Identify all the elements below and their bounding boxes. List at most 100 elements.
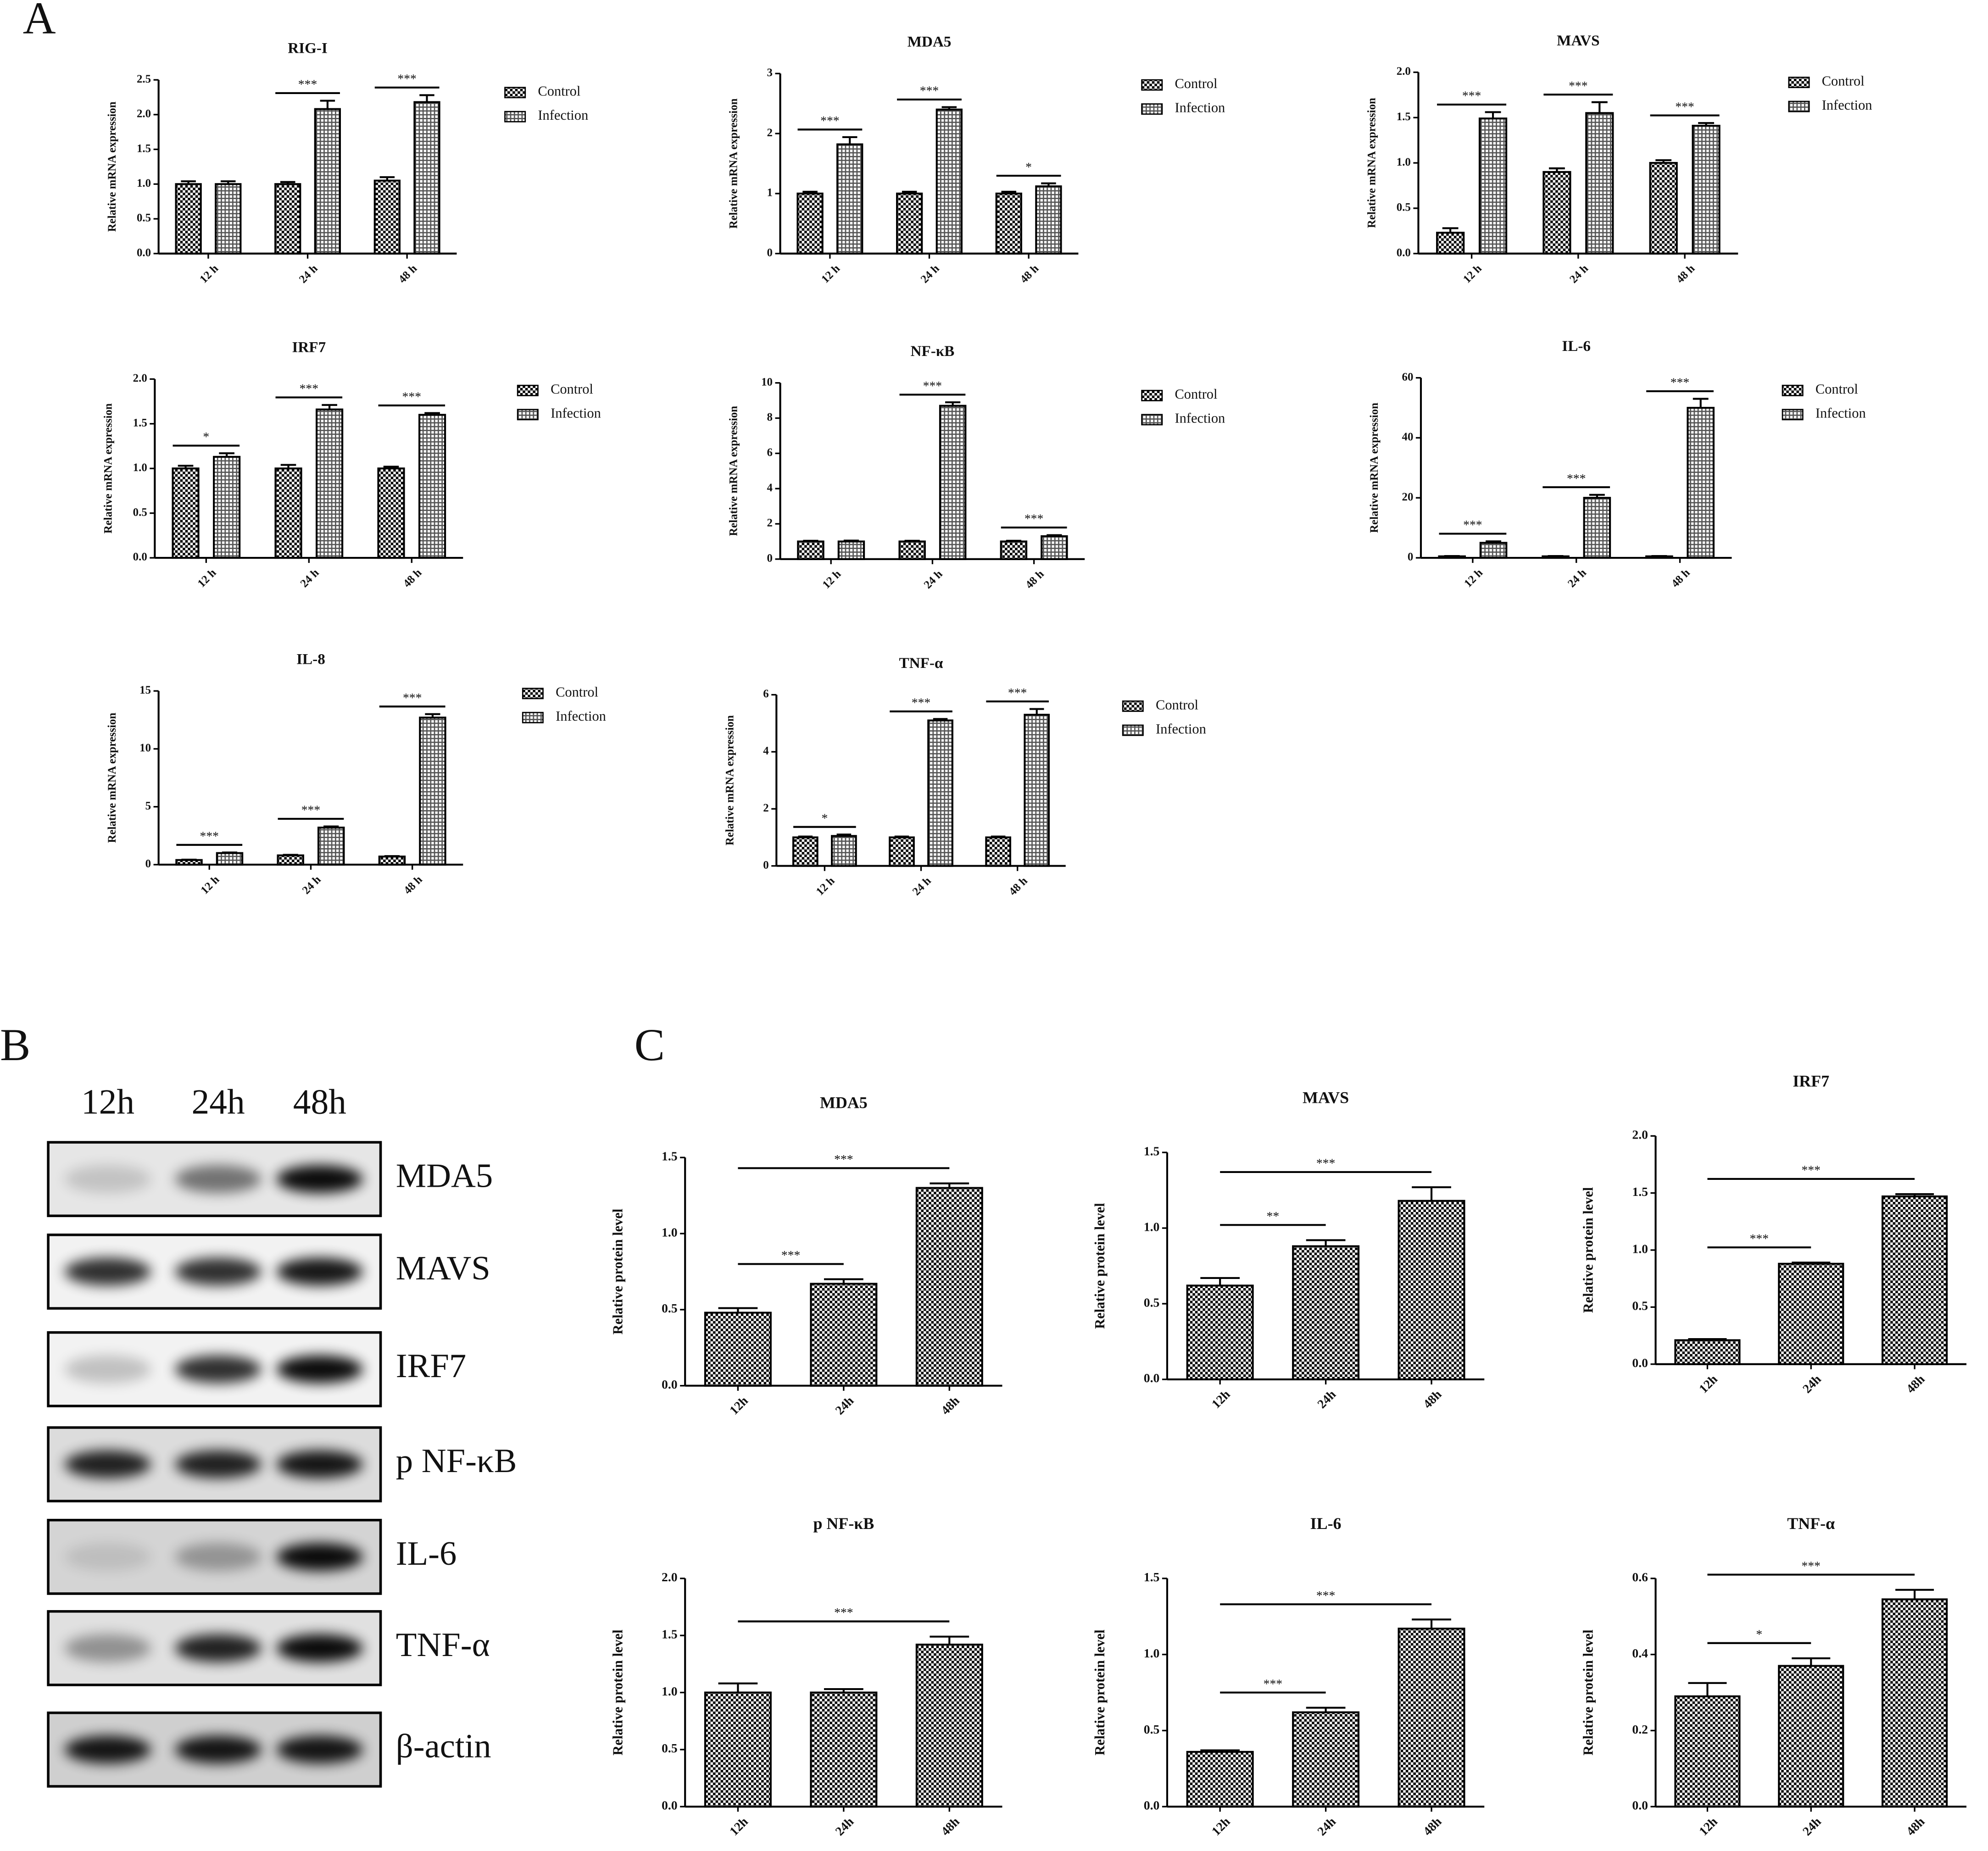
error-bar [1591,101,1608,113]
bar [1292,1711,1360,1808]
x-tick-label: 12h [1696,1372,1720,1395]
band [175,1735,262,1764]
y-tick-label: 0.5 [1397,201,1411,214]
bar [792,836,819,867]
legend-swatch [1788,77,1810,89]
bar [1398,1200,1465,1380]
significance-label: *** [1802,1163,1821,1177]
y-tick-label: 1.0 [1144,1219,1160,1234]
legend-label: Control [1175,76,1218,91]
bar [1186,1751,1254,1808]
band-label: IRF7 [396,1347,466,1385]
significance-label: *** [1463,517,1482,532]
bar [936,108,963,255]
y-tick-label: 1.5 [662,1627,678,1641]
bar [1041,535,1068,560]
band [65,1735,151,1764]
bar [1649,162,1678,255]
y-tick-label: 0.0 [1632,1798,1648,1812]
significance-label: *** [403,690,422,705]
bar [274,183,301,255]
bar [985,836,1011,867]
error-bar [1006,539,1021,542]
error-bar [904,539,920,542]
lane-label: 12h [81,1082,134,1122]
band [276,1634,363,1662]
y-axis-label: Relative mRNA expression [728,406,740,536]
bar [704,1312,772,1387]
y-axis-label: Relative protein level [1092,1203,1108,1329]
y-tick-label: 0.5 [662,1741,678,1755]
y-axis-label: Relative mRNA expression [102,403,115,534]
significance-label: *** [1316,1588,1335,1602]
error-bar [718,1682,758,1693]
chart-title: MDA5 [820,1093,868,1112]
y-axis-label: Relative mRNA expression [106,712,118,843]
x-tick-label: 48h [1420,1387,1444,1411]
error-bar [1412,1618,1451,1629]
error-bar [219,452,234,457]
significance-label: *** [1567,471,1586,485]
bar [373,179,401,255]
y-tick-label: 0 [767,246,773,259]
error-bar [1200,1749,1240,1752]
y-tick-label: 0.0 [662,1798,678,1812]
error-bar [419,94,434,102]
x-tick-label: 12 h [199,873,222,897]
error-bar [930,1182,969,1188]
y-tick-label: 4 [763,745,768,757]
error-bar [902,190,917,194]
bar [939,405,967,560]
panel-label: C [635,1019,665,1070]
chart-title: IL-6 [1562,338,1591,355]
error-bar [1688,1338,1727,1340]
legend-swatch [522,711,544,723]
y-tick-label: 0 [763,859,768,871]
error-bar [424,412,440,415]
band [276,1735,363,1764]
y-tick-label: 1.0 [662,1684,678,1698]
error-bar [933,718,948,721]
legend-swatch [1122,700,1144,712]
significance-label: * [821,811,828,825]
error-bar [798,835,813,838]
x-tick-label: 12h [1696,1814,1720,1838]
legend-label: Infection [556,708,606,724]
error-bar [894,835,909,838]
error-bar [836,834,852,836]
x-tick-label: 24 h [919,262,942,286]
y-tick-label: 0.5 [1632,1299,1648,1313]
x-tick-label: 12h [727,1814,751,1838]
error-bar [1688,1682,1727,1696]
legend-label: Infection [538,107,588,123]
y-tick-label: 1.0 [1144,1646,1160,1660]
bar [418,414,446,559]
legend-label: Infection [1175,411,1225,426]
significance-label: *** [1008,685,1027,700]
bar [274,467,302,559]
y-axis-label: Relative protein level [1581,1187,1596,1313]
chart-title: RIG-I [288,39,328,56]
x-tick-label: 24h [1314,1387,1338,1411]
y-tick-label: 1.0 [1632,1241,1648,1256]
y-tick-label: 0.5 [137,212,151,224]
bar [1778,1262,1844,1365]
error-bar [322,404,337,410]
significance-label: *** [912,695,930,710]
y-axis-label: Relative protein level [1092,1629,1108,1756]
y-tick-label: 2.0 [1397,65,1411,78]
y-tick-label: 1.5 [662,1149,678,1163]
legend-label: Infection [1175,100,1225,116]
bar [215,183,242,255]
band [65,1257,151,1286]
x-tick-label: 24 h [1567,262,1591,286]
x-tick-label: 24 h [922,568,945,591]
x-tick-label: 24 h [298,567,322,590]
band [175,1355,262,1384]
error-bar [718,1307,758,1313]
y-tick-label: 0.5 [133,506,147,518]
band [65,1634,151,1662]
legend-swatch [1141,414,1163,426]
bar [1479,542,1508,559]
x-tick-label: 48h [1903,1814,1927,1838]
